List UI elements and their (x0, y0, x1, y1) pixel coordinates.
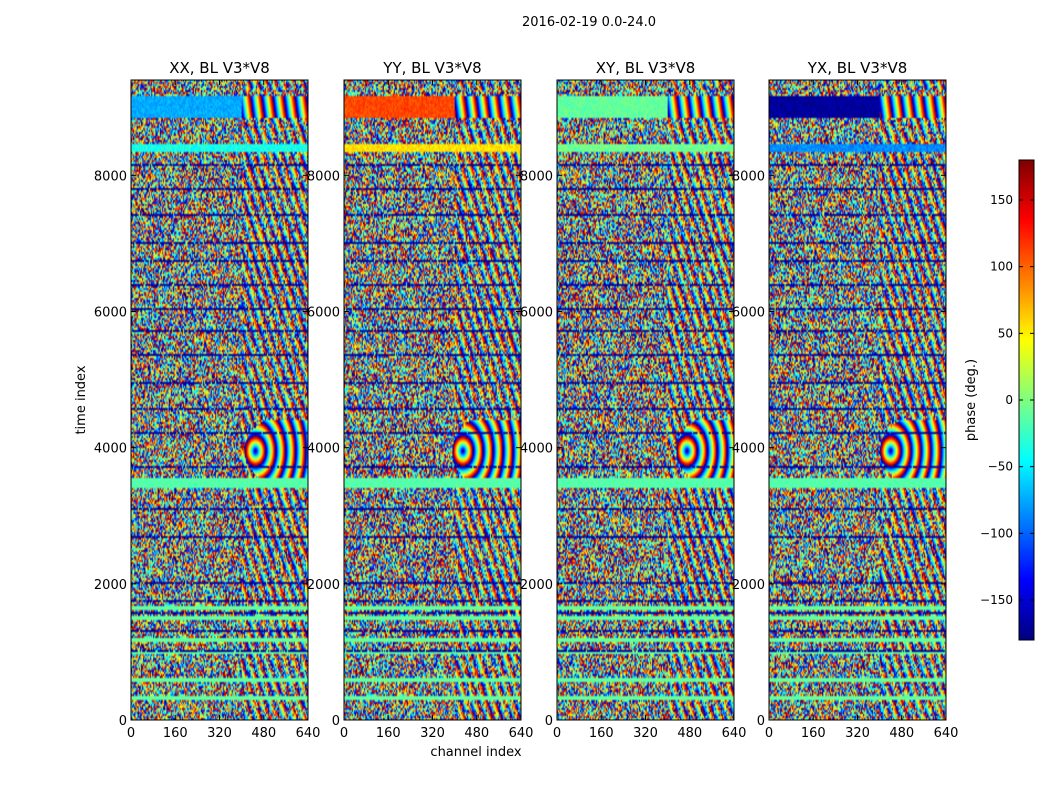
heatmap-image (344, 80, 521, 720)
y-tick-label: 0 (332, 714, 340, 729)
y-tick-label: 8000 (520, 169, 553, 184)
x-tick-label: 160 (801, 726, 826, 741)
y-tick-label: 8000 (732, 169, 765, 184)
figure-title: 2016-02-19 0.0-24.0 (522, 15, 656, 30)
panel-4: YX, BL V3*V8 0 160 320 480 640 0 2000 4000 6000 80… (732, 59, 959, 741)
y-tick-label: 4000 (732, 442, 765, 457)
panel-3: XY, BL V3*V8 0 160 320 480 640 0 2000 4000 6000 80… (520, 59, 747, 741)
x-tick-label: 0 (340, 726, 348, 741)
colorbar-label: phase (deg.) (964, 359, 979, 441)
colorbar-tick-label: 50 (998, 326, 1013, 340)
x-tick-label: 320 (633, 726, 658, 741)
x-tick-label: 480 (677, 726, 702, 741)
panel-1: XX, BL V3*V8 0 160 320 480 640 0 2000 4000 6000 80… (94, 59, 321, 741)
x-axis-label: channel index (430, 745, 521, 760)
y-tick-label: 2000 (520, 578, 553, 593)
y-tick-label: 2000 (94, 578, 127, 593)
x-tick-label: 480 (464, 726, 489, 741)
x-tick-label: 640 (296, 726, 321, 741)
y-tick-label: 6000 (94, 305, 127, 320)
y-tick-label: 8000 (94, 169, 127, 184)
colorbar-gradient (1019, 160, 1034, 640)
heatmap-image (557, 80, 734, 720)
heatmap-image (769, 80, 946, 720)
x-tick-label: 160 (589, 726, 614, 741)
colorbar: 150 100 50 0 −50 −100 −150 (980, 159, 1035, 641)
panel-title: XX, BL V3*V8 (169, 59, 270, 77)
colorbar-tick-label: −50 (988, 460, 1013, 474)
y-tick-label: 6000 (732, 305, 765, 320)
colorbar-tick-label: −100 (980, 526, 1013, 540)
panel-title: YY, BL V3*V8 (382, 59, 481, 77)
y-tick-label: 8000 (307, 169, 340, 184)
colorbar-tick-label: 150 (990, 193, 1013, 207)
heatmap-image (131, 80, 308, 720)
panels: XX, BL V3*V8 0 160 320 480 640 0 2000 4000 6000 80… (94, 59, 959, 741)
x-tick-label: 320 (420, 726, 445, 741)
y-tick-label: 6000 (520, 305, 553, 320)
x-tick-label: 0 (765, 726, 773, 741)
colorbar-tick-label: −150 (980, 593, 1013, 607)
panel-title: XY, BL V3*V8 (596, 59, 696, 77)
y-tick-label: 6000 (307, 305, 340, 320)
x-tick-label: 0 (127, 726, 135, 741)
x-tick-label: 640 (509, 726, 534, 741)
y-tick-label: 4000 (520, 442, 553, 457)
x-tick-label: 480 (251, 726, 276, 741)
colorbar-tick-label: 100 (990, 260, 1013, 274)
x-tick-label: 640 (934, 726, 959, 741)
y-tick-label: 4000 (94, 442, 127, 457)
x-tick-label: 160 (163, 726, 188, 741)
x-tick-label: 320 (207, 726, 232, 741)
x-tick-label: 0 (553, 726, 561, 741)
panel-2: YY, BL V3*V8 0 160 320 480 640 0 2000 4000 6000 80… (307, 59, 534, 741)
y-tick-label: 2000 (307, 578, 340, 593)
y-tick-label: 0 (119, 714, 127, 729)
colorbar-tick-label: 0 (1005, 393, 1013, 407)
x-tick-label: 480 (889, 726, 914, 741)
x-tick-label: 320 (845, 726, 870, 741)
panel-title: YX, BL V3*V8 (807, 59, 908, 77)
y-axis-label: time index (74, 365, 89, 434)
x-tick-label: 640 (722, 726, 747, 741)
x-tick-label: 160 (376, 726, 401, 741)
y-tick-label: 2000 (732, 578, 765, 593)
y-tick-label: 4000 (307, 442, 340, 457)
y-tick-label: 0 (545, 714, 553, 729)
y-tick-label: 0 (757, 714, 765, 729)
